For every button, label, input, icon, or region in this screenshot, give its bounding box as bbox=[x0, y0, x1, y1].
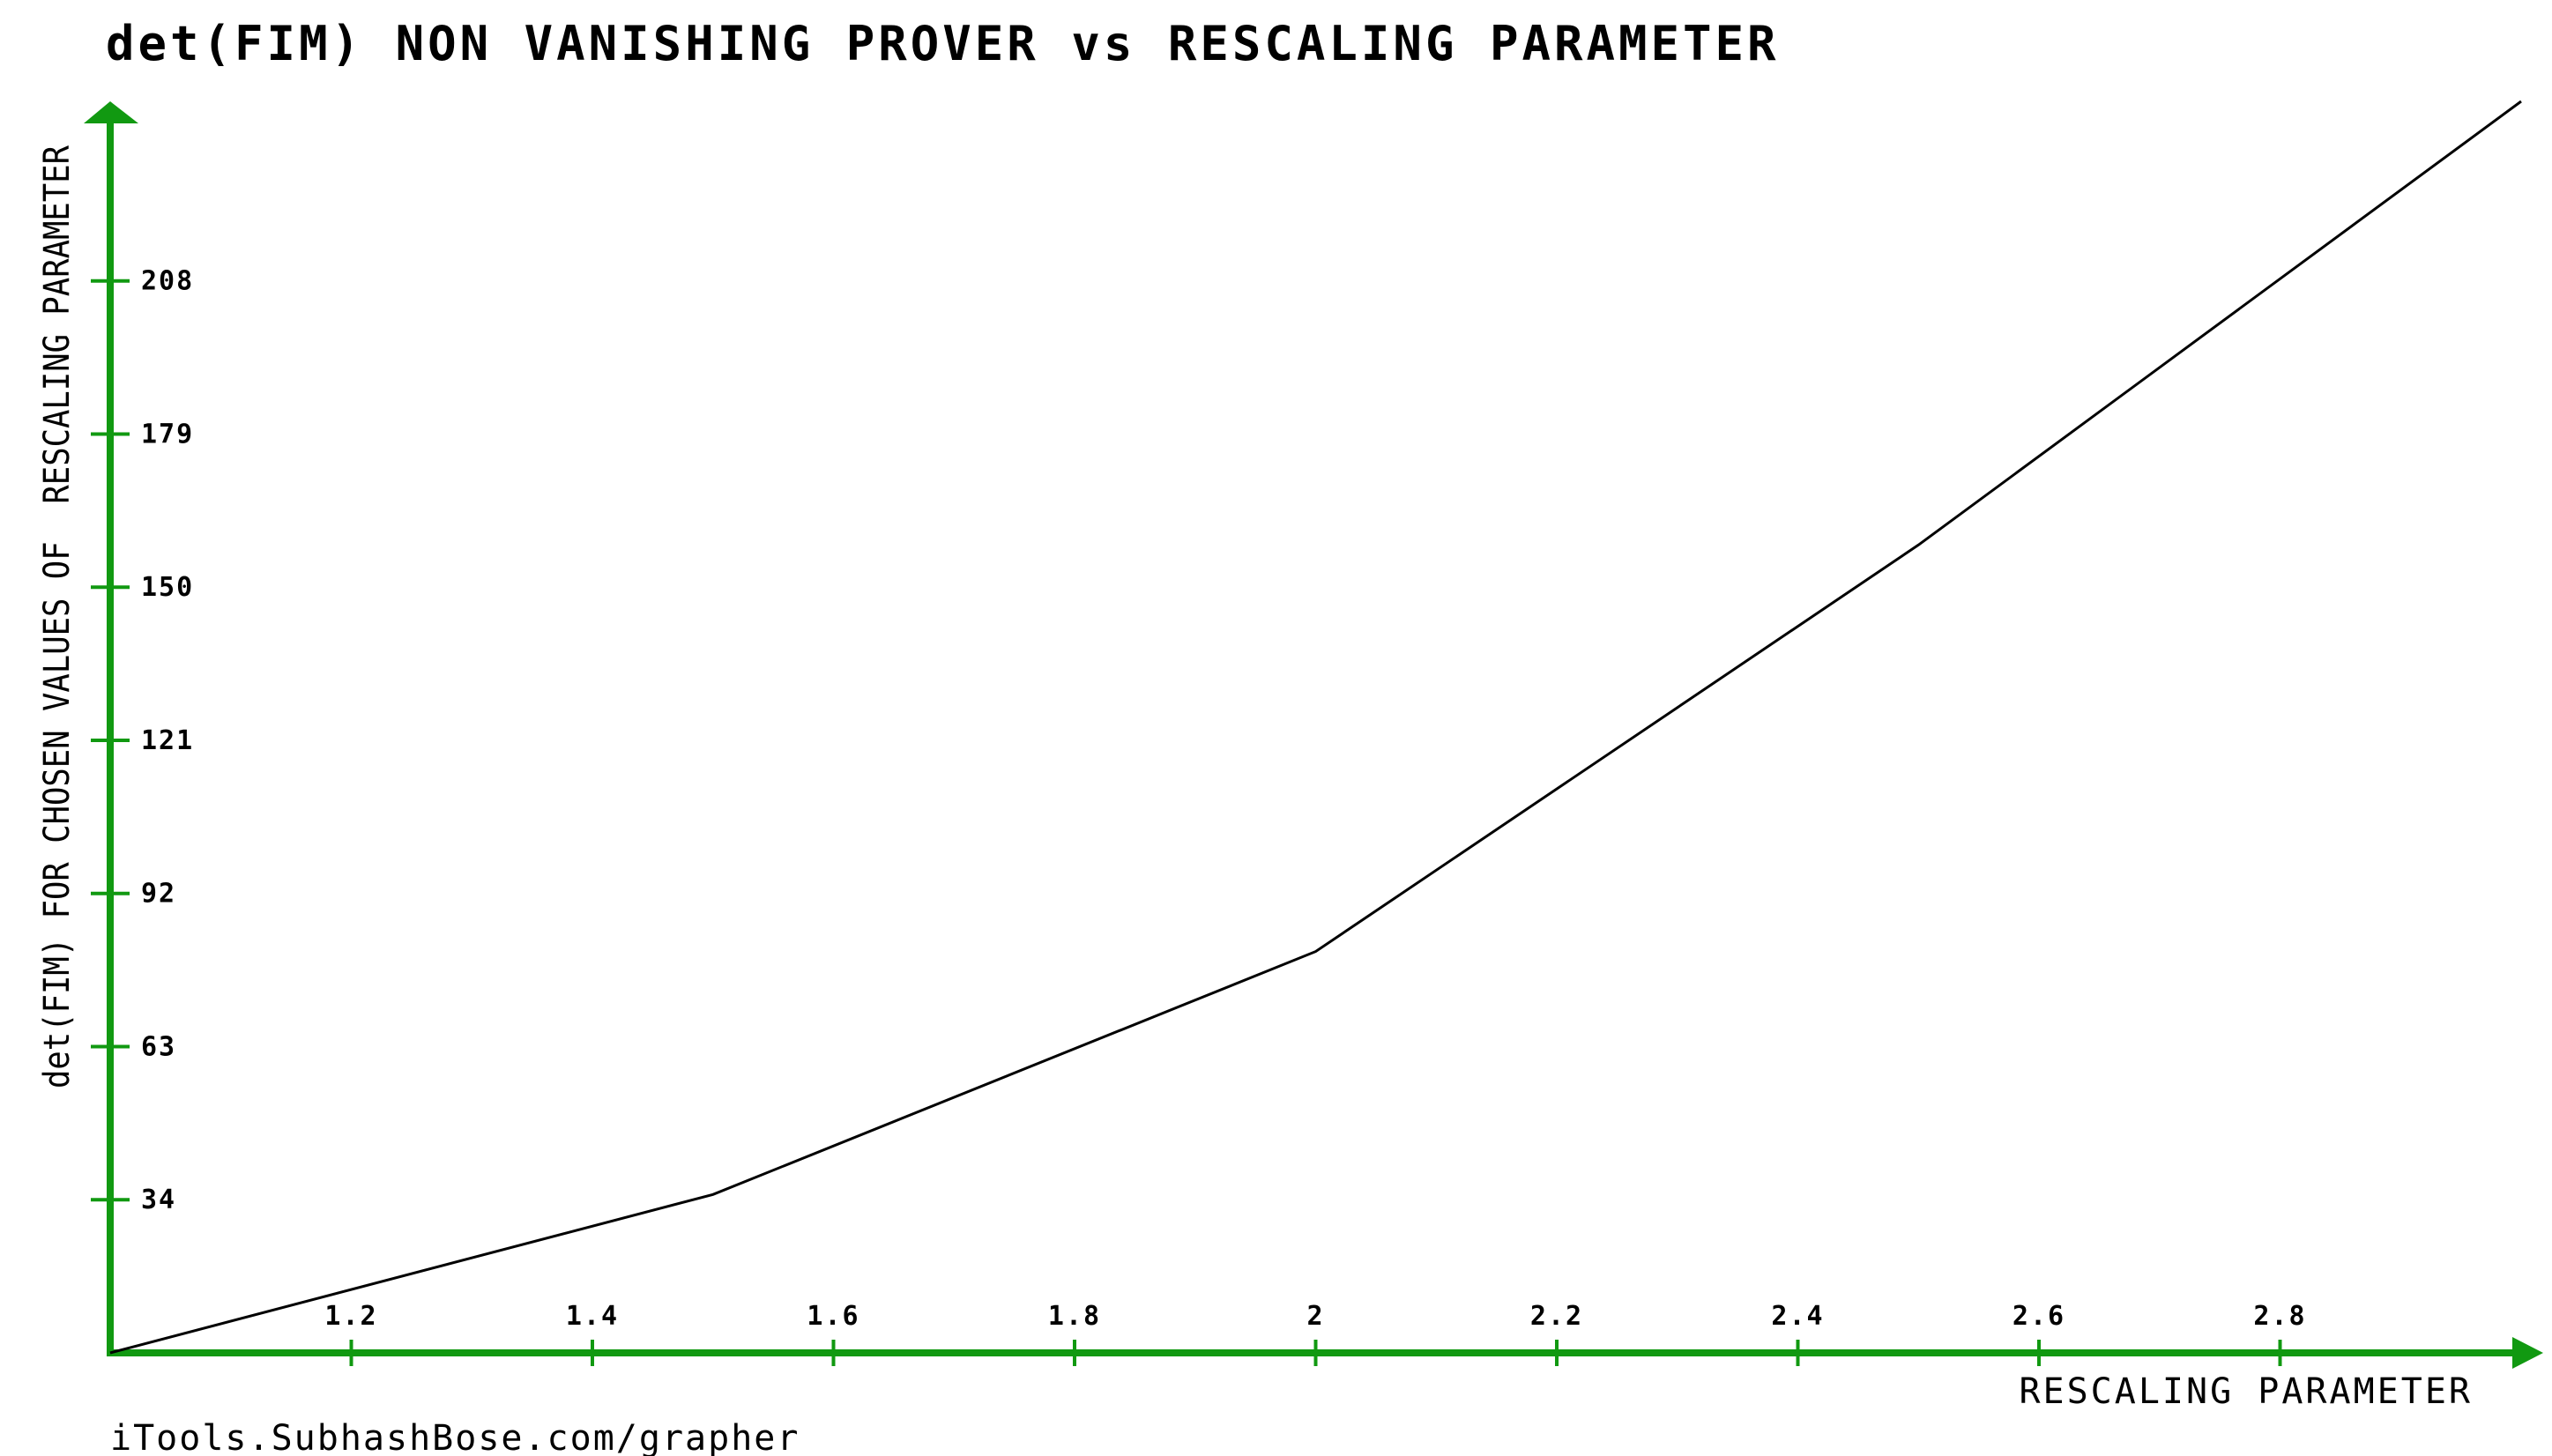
y-tick-label: 34 bbox=[141, 1185, 176, 1215]
axes bbox=[84, 101, 2543, 1369]
y-tick-label: 150 bbox=[141, 572, 194, 603]
y-tick-label: 179 bbox=[141, 419, 194, 449]
x-tick-label: 2.8 bbox=[2253, 1301, 2306, 1332]
ticks: 1.2 1.4 1.6 1.8 2 2.2 2.4 2.6 2.8 34 63 92 121 150 179… bbox=[91, 266, 2306, 1366]
x-tick-label: 1.8 bbox=[1048, 1301, 1101, 1332]
chart-title: det(FIM) NON VANISHING PROVER vs RESCALI… bbox=[106, 16, 1780, 71]
x-axis-arrow-icon bbox=[2512, 1337, 2543, 1369]
x-tick-label: 2 bbox=[1306, 1301, 1324, 1332]
source-footer: iTools.SubhashBose.com/grapher bbox=[110, 1418, 800, 1456]
x-tick-label: 1.6 bbox=[807, 1301, 859, 1332]
x-tick-label: 1.2 bbox=[324, 1301, 377, 1332]
y-axis-title: det(FIM) FOR CHOSEN VALUES OF RESCALING … bbox=[37, 145, 78, 1088]
x-tick-label: 2.4 bbox=[1771, 1301, 1824, 1332]
y-tick-label: 92 bbox=[141, 879, 176, 910]
x-axis-title: RESCALING PARAMETER bbox=[2019, 1371, 2473, 1412]
series-line bbox=[109, 100, 2522, 1355]
y-tick-label: 63 bbox=[141, 1031, 176, 1062]
series bbox=[109, 100, 2522, 1355]
x-tick-label: 1.4 bbox=[566, 1301, 619, 1332]
y-tick-label: 121 bbox=[141, 725, 194, 756]
y-axis-title-group: det(FIM) FOR CHOSEN VALUES OF RESCALING … bbox=[37, 145, 78, 1088]
x-tick-label: 2.6 bbox=[2013, 1301, 2065, 1332]
y-axis-arrow-icon bbox=[84, 101, 138, 123]
y-tick-label: 208 bbox=[141, 266, 194, 297]
x-tick-label: 2.2 bbox=[1530, 1301, 1583, 1332]
